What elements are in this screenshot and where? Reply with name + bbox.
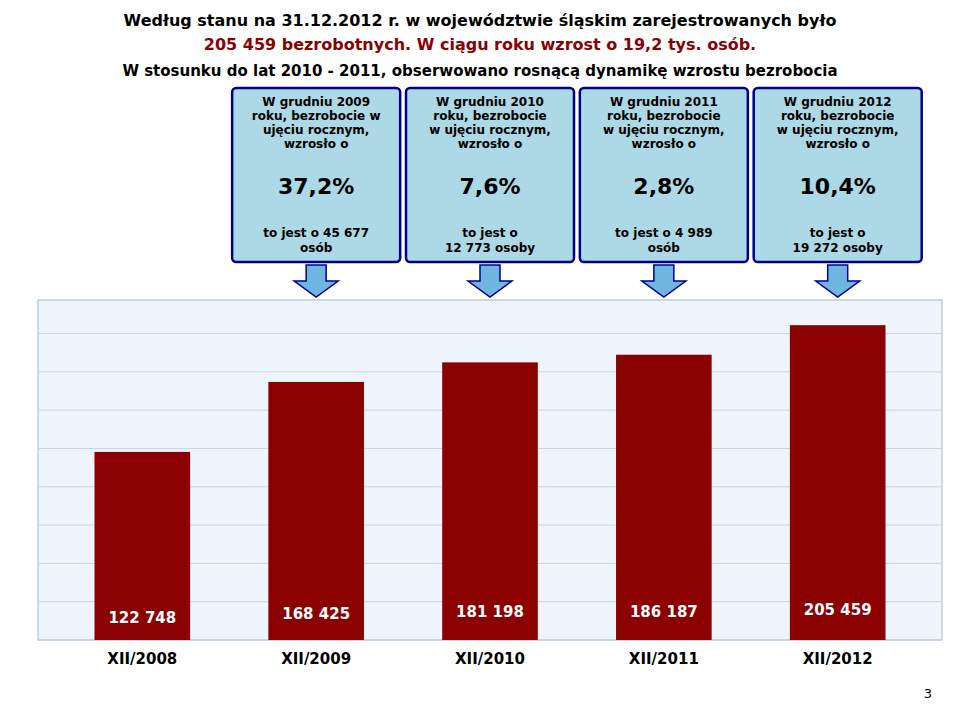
annotation-footer: to jest o 45 677osób [263, 226, 369, 255]
title-line: Według stanu na 31.12.2012 r. w wojewódz… [124, 11, 837, 30]
data-label: 122 748 [108, 609, 176, 627]
bar [442, 362, 538, 640]
annotation-frame [232, 88, 400, 262]
annotation-box: W grudniu 2011roku, bezrobociew ujęciu r… [580, 88, 748, 262]
x-tick-label: XII/2008 [107, 650, 177, 668]
annotation-box: W grudniu 2012roku, bezrobociew ujęciu r… [754, 88, 922, 262]
annotation-header: W grudniu 2011roku, bezrobociew ujęciu r… [603, 95, 725, 151]
title-line: 205 459 bezrobotnych. W ciągu roku wzros… [204, 35, 756, 54]
annotation-arrow [468, 265, 512, 297]
annotation-footer: to jest o 4 989osób [615, 226, 712, 255]
bar [616, 355, 712, 640]
bars [95, 325, 886, 640]
x-tick-label: XII/2010 [455, 650, 525, 668]
x-tick-label: XII/2009 [281, 650, 351, 668]
data-label: 205 459 [804, 601, 872, 619]
data-label: 181 198 [456, 603, 524, 621]
annotation-arrow [294, 265, 338, 297]
annotation-header: W grudniu 2009roku, bezrobocie wujęciu r… [252, 95, 381, 151]
page-number: 3 [924, 686, 932, 701]
annotation-frame [754, 88, 922, 262]
annotation-footer: to jest o19 272 osoby [793, 226, 883, 255]
annotation-percent: 7,6% [459, 174, 520, 199]
data-label: 186 187 [630, 603, 698, 621]
annotation-header: W grudniu 2010roku, bezrobociew ujęciu r… [429, 95, 551, 151]
annotation-percent: 2,8% [633, 174, 694, 199]
chart-container: Według stanu na 31.12.2012 r. w wojewódz… [0, 0, 960, 706]
title-line: W stosunku do lat 2010 - 2011, obserwowa… [122, 62, 837, 80]
chart-svg: Według stanu na 31.12.2012 r. w wojewódz… [0, 0, 960, 706]
plot-area [38, 300, 942, 640]
annotation-box: W grudniu 2009roku, bezrobocie wujęciu r… [232, 88, 400, 262]
bar [268, 382, 364, 640]
annotation-box: W grudniu 2010roku, bezrobociew ujęciu r… [406, 88, 574, 262]
data-label: 168 425 [282, 605, 350, 623]
annotation-frame [580, 88, 748, 262]
bar [790, 325, 886, 640]
annotation-footer: to jest o12 773 osoby [445, 226, 535, 255]
annotation-percent: 37,2% [278, 174, 354, 199]
annotation-frame [406, 88, 574, 262]
annotation-arrow [642, 265, 686, 297]
x-tick-label: XII/2012 [803, 650, 873, 668]
bar [95, 452, 191, 640]
annotation-header: W grudniu 2012roku, bezrobociew ujęciu r… [777, 95, 899, 151]
annotation-percent: 10,4% [800, 174, 876, 199]
annotation-arrow [816, 265, 860, 297]
x-tick-label: XII/2011 [629, 650, 699, 668]
